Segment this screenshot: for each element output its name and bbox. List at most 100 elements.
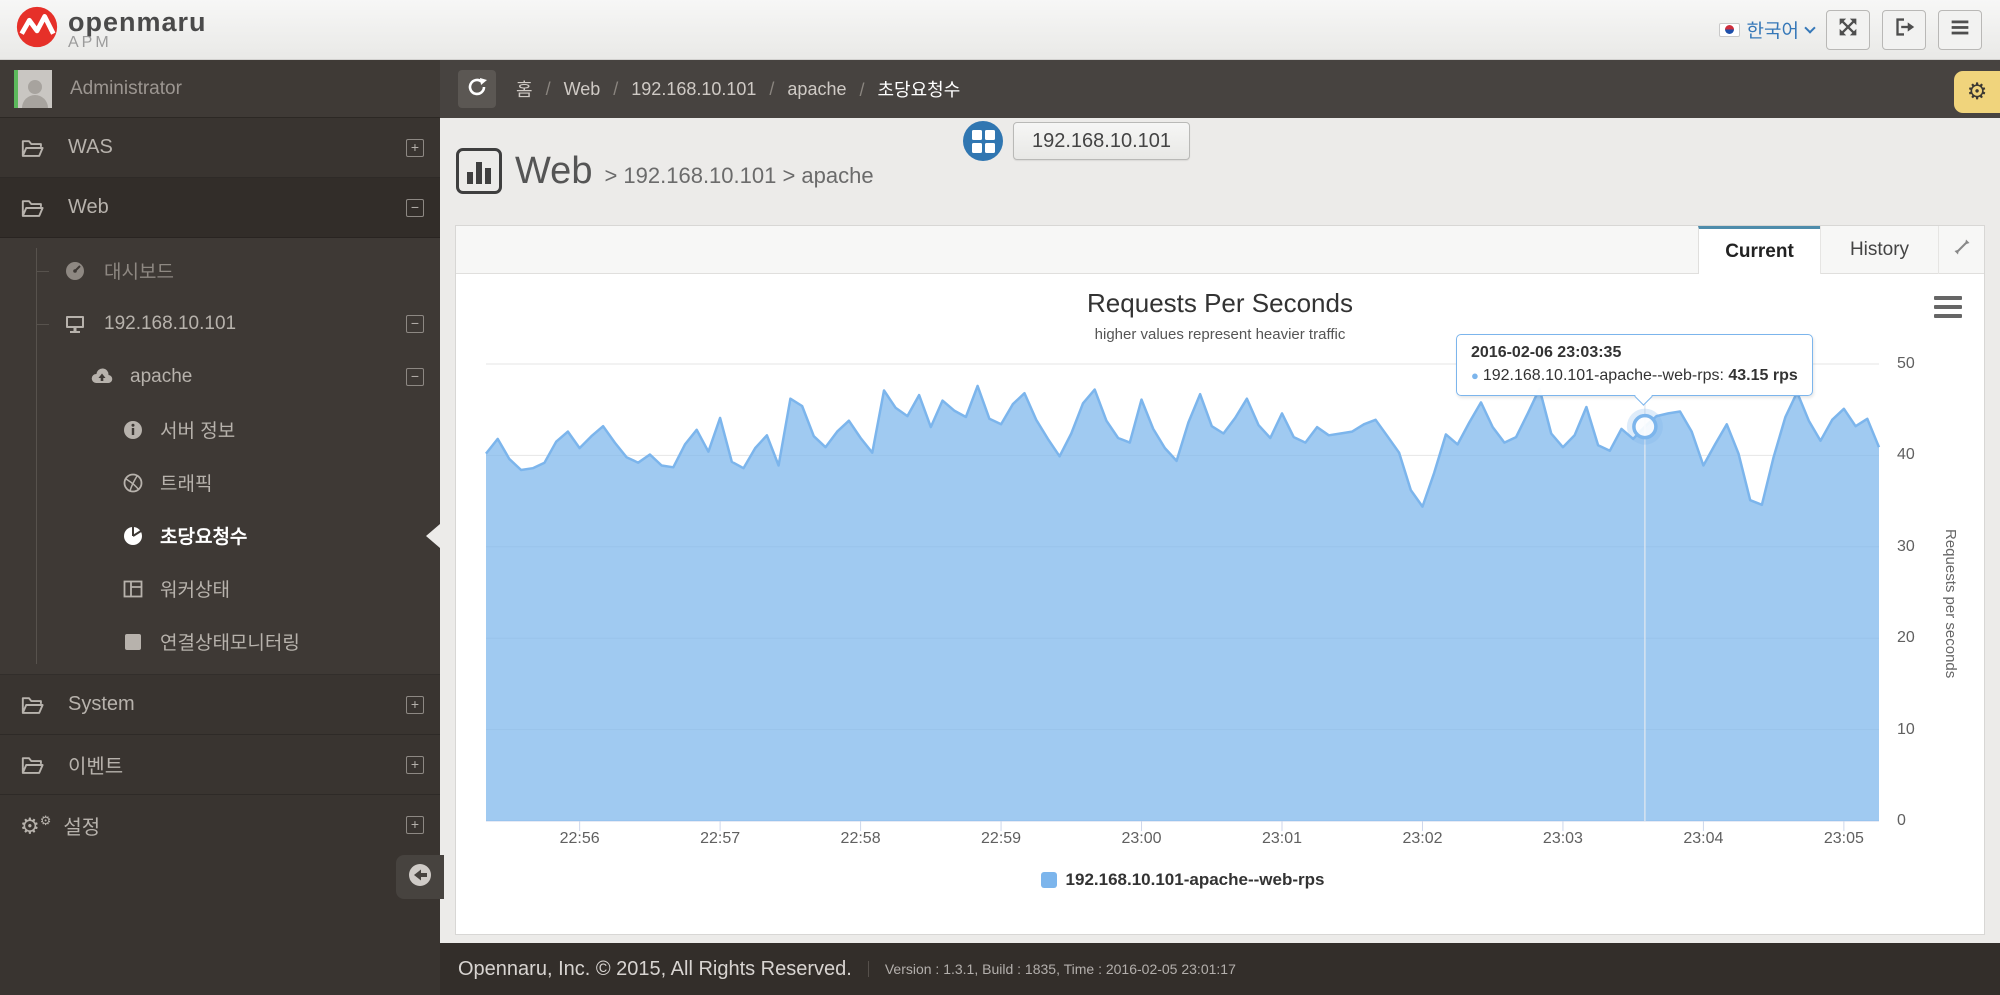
hover-marker [1632,413,1658,440]
brand-logo[interactable]: openmaru APM [14,4,207,55]
arrow-left-circle-icon [406,861,434,894]
chart-subtitle: higher values represent heavier traffic [1094,326,1346,343]
chevron-down-icon [1804,21,1816,34]
openmaru-logo-icon [14,4,60,55]
host-tag-button[interactable]: 192.168.10.101 [1013,122,1191,160]
breadcrumb: 홈 Web 192.168.10.101 apache 초당요청수 [516,76,960,102]
gear-icon: ⚙ [1966,79,1988,105]
menu-button[interactable] [1938,9,1982,50]
pie-chart-icon [122,525,144,547]
y-axis-label: 50 [1897,355,1915,372]
user-panel[interactable]: Administrator [0,60,440,118]
y-axis-label: 20 [1897,629,1915,647]
y-axis-label: 10 [1897,720,1915,738]
dashboard-gauge-icon [64,260,86,282]
footer: Opennaru, Inc. © 2015, All Rights Reserv… [440,943,2000,995]
breadcrumb-rps[interactable]: 초당요청수 [846,76,961,102]
x-axis-label: 22:57 [700,830,741,847]
sidebar-item-web[interactable]: Web − [0,178,440,238]
language-label: 한국어 [1746,21,1799,42]
info-circle-icon [122,419,144,441]
x-axis-label: 23:03 [1542,830,1583,847]
sidebar-item-system[interactable]: System + [0,675,440,735]
panel-expand-button[interactable] [1938,226,1984,274]
folder-icon [20,136,46,160]
brand-name: openmaru [68,6,207,37]
rps-chart: Requests Per Seconds higher values repre… [456,274,1984,934]
sidebar-item-events[interactable]: 이벤트 + [0,735,440,795]
x-axis-label: 22:59 [981,830,1022,847]
breadcrumb-bar: 홈 Web 192.168.10.101 apache 초당요청수 ⚙ [440,60,2000,118]
x-axis-label: 23:05 [1823,830,1864,847]
chart-panel: Current History Requests Per Seconds hig… [455,225,1985,935]
tab-history[interactable]: History [1820,226,1938,274]
sidebar-item-connection-monitor[interactable]: 연결상태모니터링 [0,615,440,668]
tree-line [36,248,37,664]
active-item-pointer [426,523,440,548]
sidebar-item-settings[interactable]: ⚙⚙ 설정 + [0,795,440,855]
version-text: Version : 1.3.1, Build : 1835, Time : 20… [867,961,1236,977]
expand-arrows-icon [1835,14,1861,45]
breadcrumb-web[interactable]: Web [533,79,601,100]
folder-icon [20,693,46,717]
sidebar-item-worker-status[interactable]: 워커상태 [0,562,440,615]
breadcrumb-host[interactable]: 192.168.10.101 [600,79,756,100]
cloud-upload-icon [90,366,114,388]
sidebar-item-host[interactable]: 192.168.10.101 − [0,297,440,350]
tab-current[interactable]: Current [1698,226,1820,274]
expand-toggle[interactable]: + [406,138,424,157]
top-header: openmaru APM 한국어 [0,0,2000,60]
chart-title: Requests Per Seconds [1087,288,1353,318]
y-axis-label: 40 [1897,446,1915,464]
expand-toggle[interactable]: + [406,816,424,834]
square-icon [122,631,144,653]
collapse-toggle[interactable]: − [406,198,424,217]
legend-label: 192.168.10.101-apache--web-rps [1065,870,1325,889]
x-axis-label: 22:56 [559,830,600,847]
legend-item[interactable]: 192.168.10.101-apache--web-rps [456,870,1909,890]
language-selector[interactable]: 한국어 [1718,16,1816,43]
refresh-button[interactable] [458,70,496,108]
logout-button[interactable] [1882,9,1926,50]
y-axis-title: Requests per seconds [1942,529,1959,679]
sidebar-collapse-button[interactable] [396,855,444,899]
tooltip-series-value: 192.168.10.101-apache--web-rps: 43.15 rp… [1471,367,1798,385]
settings-gear-button[interactable]: ⚙ [1954,71,2000,113]
tab-bar: Current History [456,226,1984,274]
sidebar-item-rps[interactable]: 초당요청수 [0,509,440,562]
tooltip-timestamp: 2016-02-06 23:03:35 [1471,344,1622,361]
x-axis-label: 23:02 [1402,830,1443,847]
breadcrumb-apache[interactable]: apache [756,79,846,100]
x-axis-label: 23:04 [1683,830,1724,847]
expand-toggle[interactable]: + [406,755,424,774]
host-grid-button[interactable] [963,121,1003,161]
columns-icon [122,578,144,600]
collapse-toggle[interactable]: − [406,367,424,386]
expand-toggle[interactable]: + [406,695,424,714]
chart-context-menu-icon[interactable] [1934,296,1962,318]
sidebar-item-dashboard[interactable]: 대시보드 [0,244,440,297]
page-title-path: > 192.168.10.101 > apache [604,163,874,188]
header-controls: 한국어 [1718,9,2000,50]
page-title: Web [515,149,593,192]
x-axis-label: 22:58 [840,830,881,847]
collapse-toggle[interactable]: − [406,314,424,333]
sidebar-item-server-info[interactable]: 서버 정보 [0,403,440,456]
bar-chart-icon [456,148,502,194]
sidebar-item-was[interactable]: WAS + [0,118,440,178]
korea-flag-icon [1718,22,1740,37]
fullscreen-button[interactable] [1826,9,1870,50]
chart-canvas [485,363,1881,831]
breadcrumb-home[interactable]: 홈 [516,80,533,100]
folder-open-icon [20,196,46,220]
gears-icon: ⚙⚙ [20,814,52,840]
y-axis-label: 30 [1897,537,1915,555]
hamburger-icon [1947,14,1973,45]
sidebar-item-apache[interactable]: apache − [0,350,440,403]
sidebar-item-traffic[interactable]: 트래픽 [0,456,440,509]
x-axis-label: 23:01 [1261,830,1303,847]
refresh-icon [465,75,489,104]
x-axis-label: 23:00 [1121,830,1162,847]
y-axis-label: 0 [1897,812,1906,829]
